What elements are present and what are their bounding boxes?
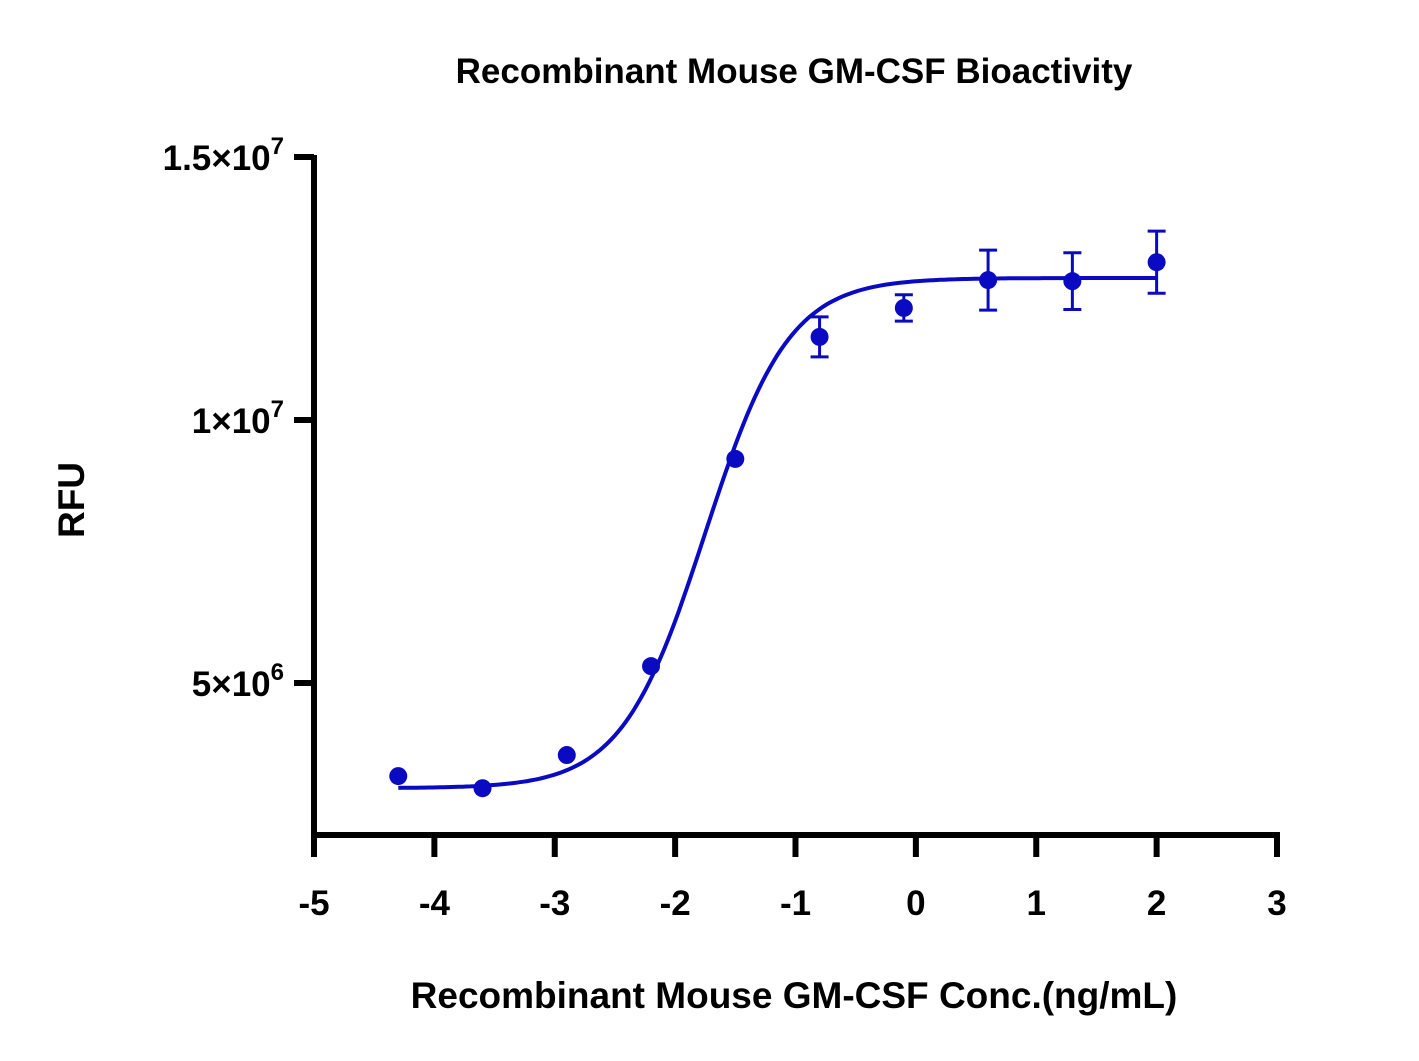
x-tick-label: -1 (780, 884, 811, 923)
x-tick-label: 0 (906, 884, 925, 923)
data-point (473, 779, 492, 798)
y-tick-label: 1.5×107 (163, 133, 284, 178)
data-point (726, 449, 745, 468)
data-point (894, 298, 913, 317)
fit-curve (398, 276, 1157, 790)
data-point (1063, 272, 1082, 291)
x-tick-label: 3 (1267, 884, 1286, 923)
data-point (557, 746, 576, 765)
x-tick-label: -5 (298, 884, 329, 923)
x-tick-label: -2 (660, 884, 691, 923)
axes: -5 -4 -3 -2 -1 0 1 2 3 1.5×107 1×107 5×106 (163, 133, 1287, 923)
data-point (979, 271, 998, 290)
x-tick-label: -3 (539, 884, 570, 923)
x-tick-label: -4 (419, 884, 451, 923)
y-tick-label: 5×106 (192, 659, 284, 704)
data-point (642, 657, 661, 676)
marks (389, 229, 1166, 798)
data-point (389, 767, 408, 786)
x-tick-label: 1 (1027, 884, 1046, 923)
y-tick-label: 1×107 (192, 396, 284, 441)
x-tick-label: 2 (1147, 884, 1166, 923)
data-point (810, 327, 829, 346)
y-axis-label: RFU (51, 462, 92, 538)
chart-title: Recombinant Mouse GM-CSF Bioactivity (456, 52, 1133, 91)
data-point (1147, 253, 1166, 272)
x-axis-label: Recombinant Mouse GM-CSF Conc.(ng/mL) (411, 975, 1178, 1016)
